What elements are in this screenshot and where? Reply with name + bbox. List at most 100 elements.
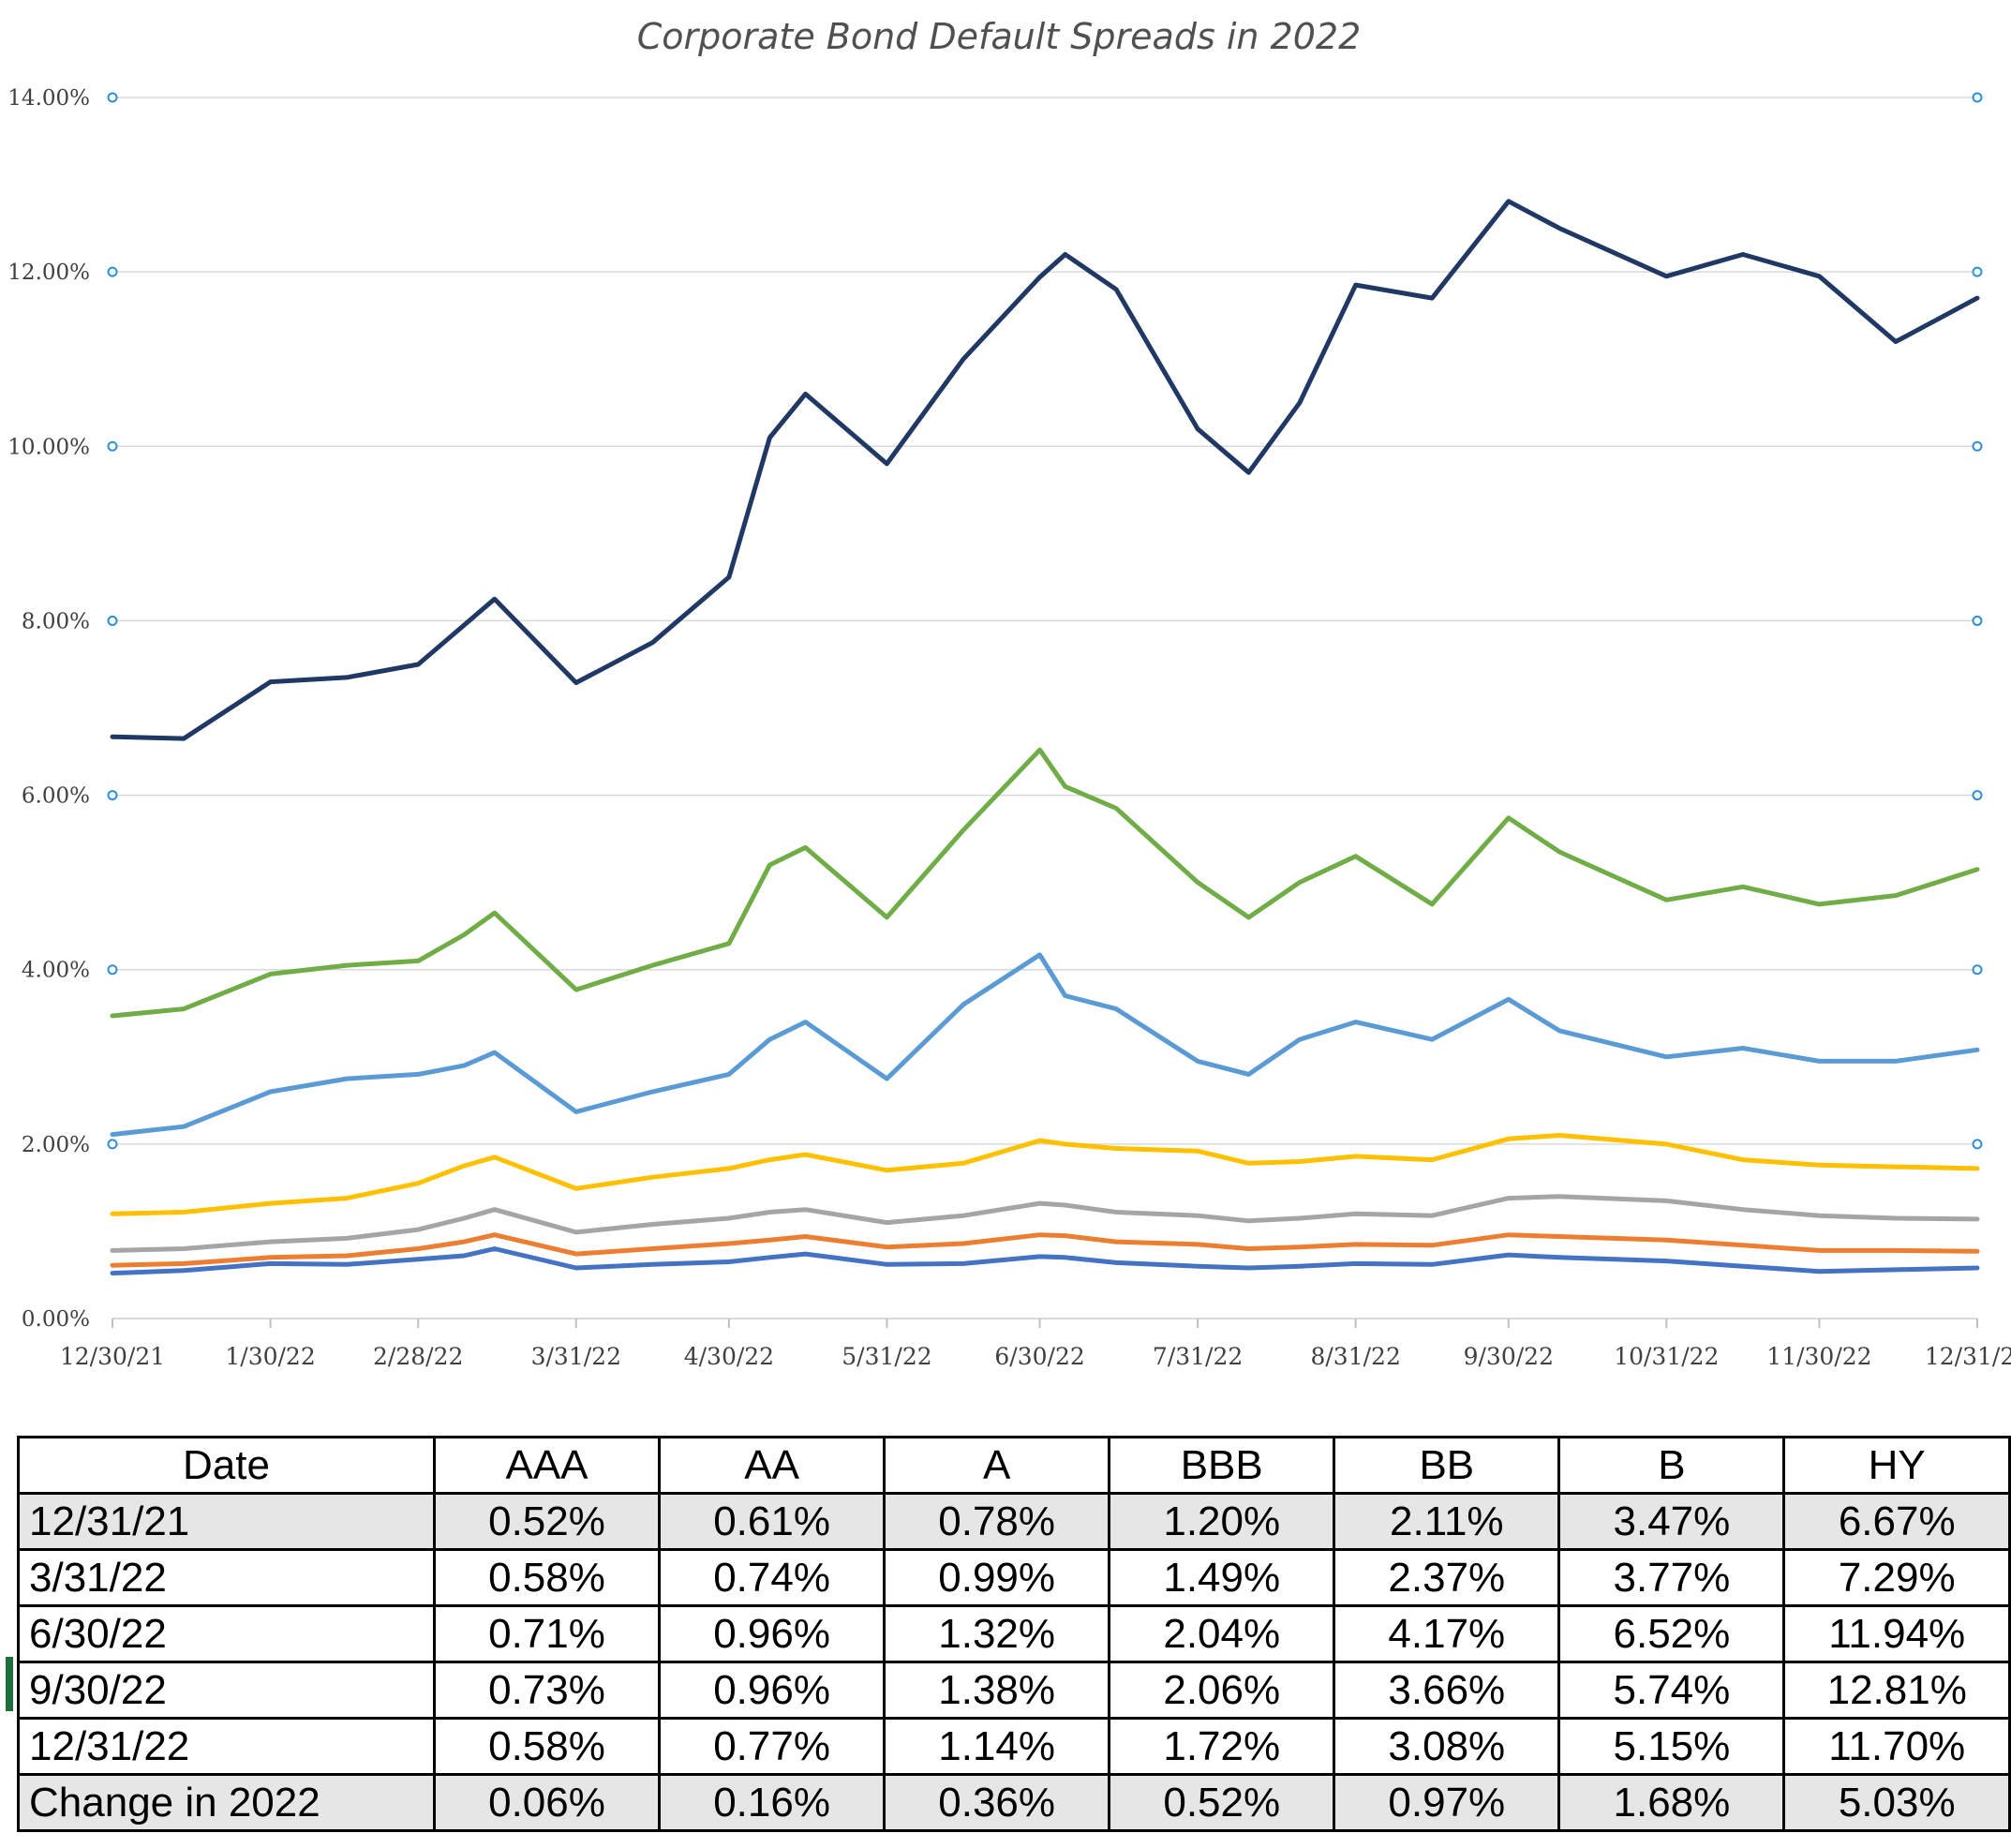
x-tick-label: 5/31/22 — [842, 1343, 931, 1370]
x-axis: 12/30/21 1/30/22 2/28/22 3/31/22 4/30/22 5/31… — [60, 1318, 2011, 1370]
resize-handle[interactable] — [107, 440, 118, 452]
series-line-high-yield-c-and-below — [110, 199, 1980, 741]
resize-handle[interactable] — [107, 964, 118, 976]
resize-handle[interactable] — [107, 92, 118, 103]
value-cell[interactable]: 1.72% — [1108, 1717, 1336, 1776]
value-cell[interactable]: 0.99% — [883, 1548, 1111, 1607]
resize-handle[interactable] — [1972, 440, 1983, 452]
table-row: 3/31/22 0.58% 0.74% 0.99% 1.49% 2.37% 3.77% 7.2… — [17, 1548, 2011, 1607]
value-cell[interactable]: 0.77% — [658, 1717, 886, 1776]
x-tick-label: 12/31/22 — [1925, 1343, 2011, 1370]
x-tick-label: 9/30/22 — [1464, 1343, 1554, 1370]
selection-handles[interactable] — [107, 92, 1983, 1150]
table-row: 6/30/22 0.71% 0.96% 1.32% 2.04% 4.17% 6.52% 11.… — [17, 1604, 2011, 1663]
value-cell[interactable]: 6.67% — [1782, 1492, 2011, 1551]
spread-summary-table: Date AAA AA A BBB BB B HY 12/31/21 0.52% 0.61% 0.7… — [17, 1436, 2011, 1832]
value-cell[interactable]: 0.96% — [658, 1661, 886, 1720]
value-cell[interactable]: 3.66% — [1333, 1661, 1561, 1720]
table-header-row: Date AAA AA A BBB BB B HY — [17, 1436, 2011, 1495]
value-cell[interactable]: 7.29% — [1782, 1548, 2011, 1607]
date-cell[interactable]: 12/31/21 — [17, 1492, 436, 1551]
spread-summary-table-area: Date AAA AA A BBB BB B HY 12/31/21 0.52% 0.61% 0.7… — [0, 1436, 2011, 1848]
value-cell[interactable]: 2.37% — [1333, 1548, 1561, 1607]
value-cell[interactable]: 0.61% — [658, 1492, 886, 1551]
date-cell[interactable]: 9/30/22 — [17, 1661, 436, 1720]
x-tick-label: 10/31/22 — [1614, 1343, 1719, 1370]
value-cell[interactable]: 5.03% — [1782, 1773, 2011, 1832]
x-tick-label: 7/31/22 — [1153, 1343, 1243, 1370]
value-cell[interactable]: 1.38% — [883, 1661, 1111, 1720]
y-tick-label: 6.00% — [22, 784, 90, 809]
series-line-bb — [110, 952, 1980, 1138]
value-cell[interactable]: 0.78% — [883, 1492, 1111, 1551]
y-tick-label: 14.00% — [7, 86, 90, 111]
date-cell[interactable]: 3/31/22 — [17, 1548, 436, 1607]
value-cell[interactable]: 2.04% — [1108, 1604, 1336, 1663]
value-cell[interactable]: 1.32% — [883, 1604, 1111, 1663]
value-cell[interactable]: 1.68% — [1557, 1773, 1786, 1832]
resize-handle[interactable] — [1972, 1139, 1983, 1150]
value-cell[interactable]: 4.17% — [1333, 1604, 1561, 1663]
table-row: 9/30/22 0.73% 0.96% 1.38% 2.06% 3.66% 5.74% 12.… — [17, 1661, 2011, 1720]
y-tick-label: 8.00% — [22, 609, 90, 633]
column-header: BB — [1333, 1436, 1561, 1495]
series-line-aaa — [110, 1246, 1980, 1276]
value-cell[interactable]: 0.06% — [432, 1773, 662, 1832]
x-tick-label: 4/30/22 — [684, 1343, 774, 1370]
resize-handle[interactable] — [107, 615, 118, 626]
x-tick-label: 8/31/22 — [1310, 1343, 1400, 1370]
chart-title: Corporate Bond Default Spreads in 2022 — [637, 16, 1362, 57]
value-cell[interactable]: 2.11% — [1333, 1492, 1561, 1551]
resize-handle[interactable] — [1972, 790, 1983, 801]
value-cell[interactable]: 3.08% — [1333, 1717, 1561, 1776]
value-cell[interactable]: 1.14% — [883, 1717, 1111, 1776]
date-cell[interactable]: Change in 2022 — [17, 1773, 436, 1832]
resize-handle[interactable] — [1972, 266, 1983, 277]
x-tick-label: 11/30/22 — [1766, 1343, 1871, 1370]
column-header: B — [1557, 1436, 1786, 1495]
value-cell[interactable]: 0.36% — [883, 1773, 1111, 1832]
column-header: AA — [658, 1436, 886, 1495]
y-tick-label: 12.00% — [7, 261, 90, 285]
resize-handle[interactable] — [107, 790, 118, 801]
default-spreads-chart: Corporate Bond Default Spreads in 2022 0… — [7, 16, 2011, 1370]
value-cell[interactable]: 0.58% — [432, 1548, 662, 1607]
value-cell[interactable]: 3.47% — [1557, 1492, 1786, 1551]
x-tick-label: 1/30/22 — [225, 1343, 315, 1370]
x-tick-label: 12/30/21 — [60, 1343, 165, 1370]
value-cell[interactable]: 0.52% — [432, 1492, 662, 1551]
resize-handle[interactable] — [1972, 964, 1983, 976]
value-cell[interactable]: 0.52% — [1108, 1773, 1336, 1832]
value-cell[interactable]: 0.73% — [432, 1661, 662, 1720]
value-cell[interactable]: 3.77% — [1557, 1548, 1786, 1607]
row-selection-marker — [6, 1657, 13, 1711]
value-cell[interactable]: 1.49% — [1108, 1548, 1336, 1607]
value-cell[interactable]: 1.20% — [1108, 1492, 1336, 1551]
value-cell[interactable]: 12.81% — [1782, 1661, 2011, 1720]
value-cell[interactable]: 0.74% — [658, 1548, 886, 1607]
y-axis-ticks: 0.00% 2.00% 4.00% 6.00% 8.00% 10.00% 12.00% 14.… — [7, 86, 90, 1332]
y-tick-label: 4.00% — [22, 959, 90, 983]
value-cell[interactable]: 5.74% — [1557, 1661, 1786, 1720]
column-header: A — [883, 1436, 1111, 1495]
value-cell[interactable]: 11.70% — [1782, 1717, 2011, 1776]
value-cell[interactable]: 0.16% — [658, 1773, 886, 1832]
value-cell[interactable]: 0.97% — [1333, 1773, 1561, 1832]
table-row: 12/31/22 0.58% 0.77% 1.14% 1.72% 3.08% 5.15% 11… — [17, 1717, 2011, 1776]
value-cell[interactable]: 0.96% — [658, 1604, 886, 1663]
value-cell[interactable]: 0.58% — [432, 1717, 662, 1776]
value-cell[interactable]: 6.52% — [1557, 1604, 1786, 1663]
column-header: BBB — [1108, 1436, 1336, 1495]
resize-handle[interactable] — [107, 1139, 118, 1150]
y-tick-label: 0.00% — [22, 1307, 90, 1332]
date-cell[interactable]: 6/30/22 — [17, 1604, 436, 1663]
table-body: 12/31/21 0.52% 0.61% 0.78% 1.20% 2.11% 3.47% 6.… — [17, 1492, 2011, 1832]
value-cell[interactable]: 5.15% — [1557, 1717, 1786, 1776]
value-cell[interactable]: 0.71% — [432, 1604, 662, 1663]
value-cell[interactable]: 2.06% — [1108, 1661, 1336, 1720]
resize-handle[interactable] — [1972, 615, 1983, 626]
resize-handle[interactable] — [107, 266, 118, 277]
resize-handle[interactable] — [1972, 92, 1983, 103]
date-cell[interactable]: 12/31/22 — [17, 1717, 436, 1776]
value-cell[interactable]: 11.94% — [1782, 1604, 2011, 1663]
